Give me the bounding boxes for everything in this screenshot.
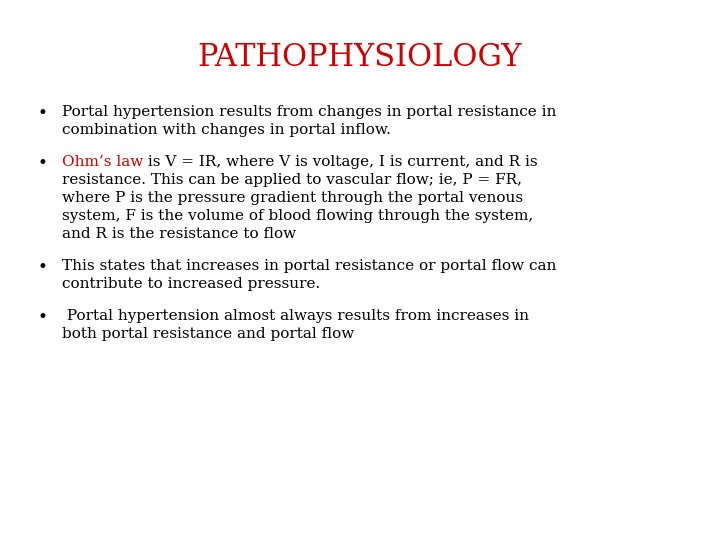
Text: •: • [38, 155, 48, 172]
Text: •: • [38, 309, 48, 326]
Text: where P is the pressure gradient through the portal venous: where P is the pressure gradient through… [62, 191, 523, 205]
Text: •: • [38, 105, 48, 122]
Text: system, F is the volume of blood flowing through the system,: system, F is the volume of blood flowing… [62, 209, 534, 223]
Text: both portal resistance and portal flow: both portal resistance and portal flow [62, 327, 354, 341]
Text: Ohm’s law: Ohm’s law [62, 155, 143, 169]
Text: •: • [38, 259, 48, 276]
Text: combination with changes in portal inflow.: combination with changes in portal inflo… [62, 123, 391, 137]
Text: This states that increases in portal resistance or portal flow can: This states that increases in portal res… [62, 259, 557, 273]
Text: is V = IR, where V is voltage, I is current, and R is: is V = IR, where V is voltage, I is curr… [143, 155, 538, 169]
Text: Portal hypertension results from changes in portal resistance in: Portal hypertension results from changes… [62, 105, 557, 119]
Text: PATHOPHYSIOLOGY: PATHOPHYSIOLOGY [198, 42, 522, 73]
Text: resistance. This can be applied to vascular flow; ie, P = FR,: resistance. This can be applied to vascu… [62, 173, 522, 187]
Text: and R is the resistance to flow: and R is the resistance to flow [62, 227, 296, 241]
Text: contribute to increased pressure.: contribute to increased pressure. [62, 277, 320, 291]
Text: Portal hypertension almost always results from increases in: Portal hypertension almost always result… [62, 309, 529, 323]
